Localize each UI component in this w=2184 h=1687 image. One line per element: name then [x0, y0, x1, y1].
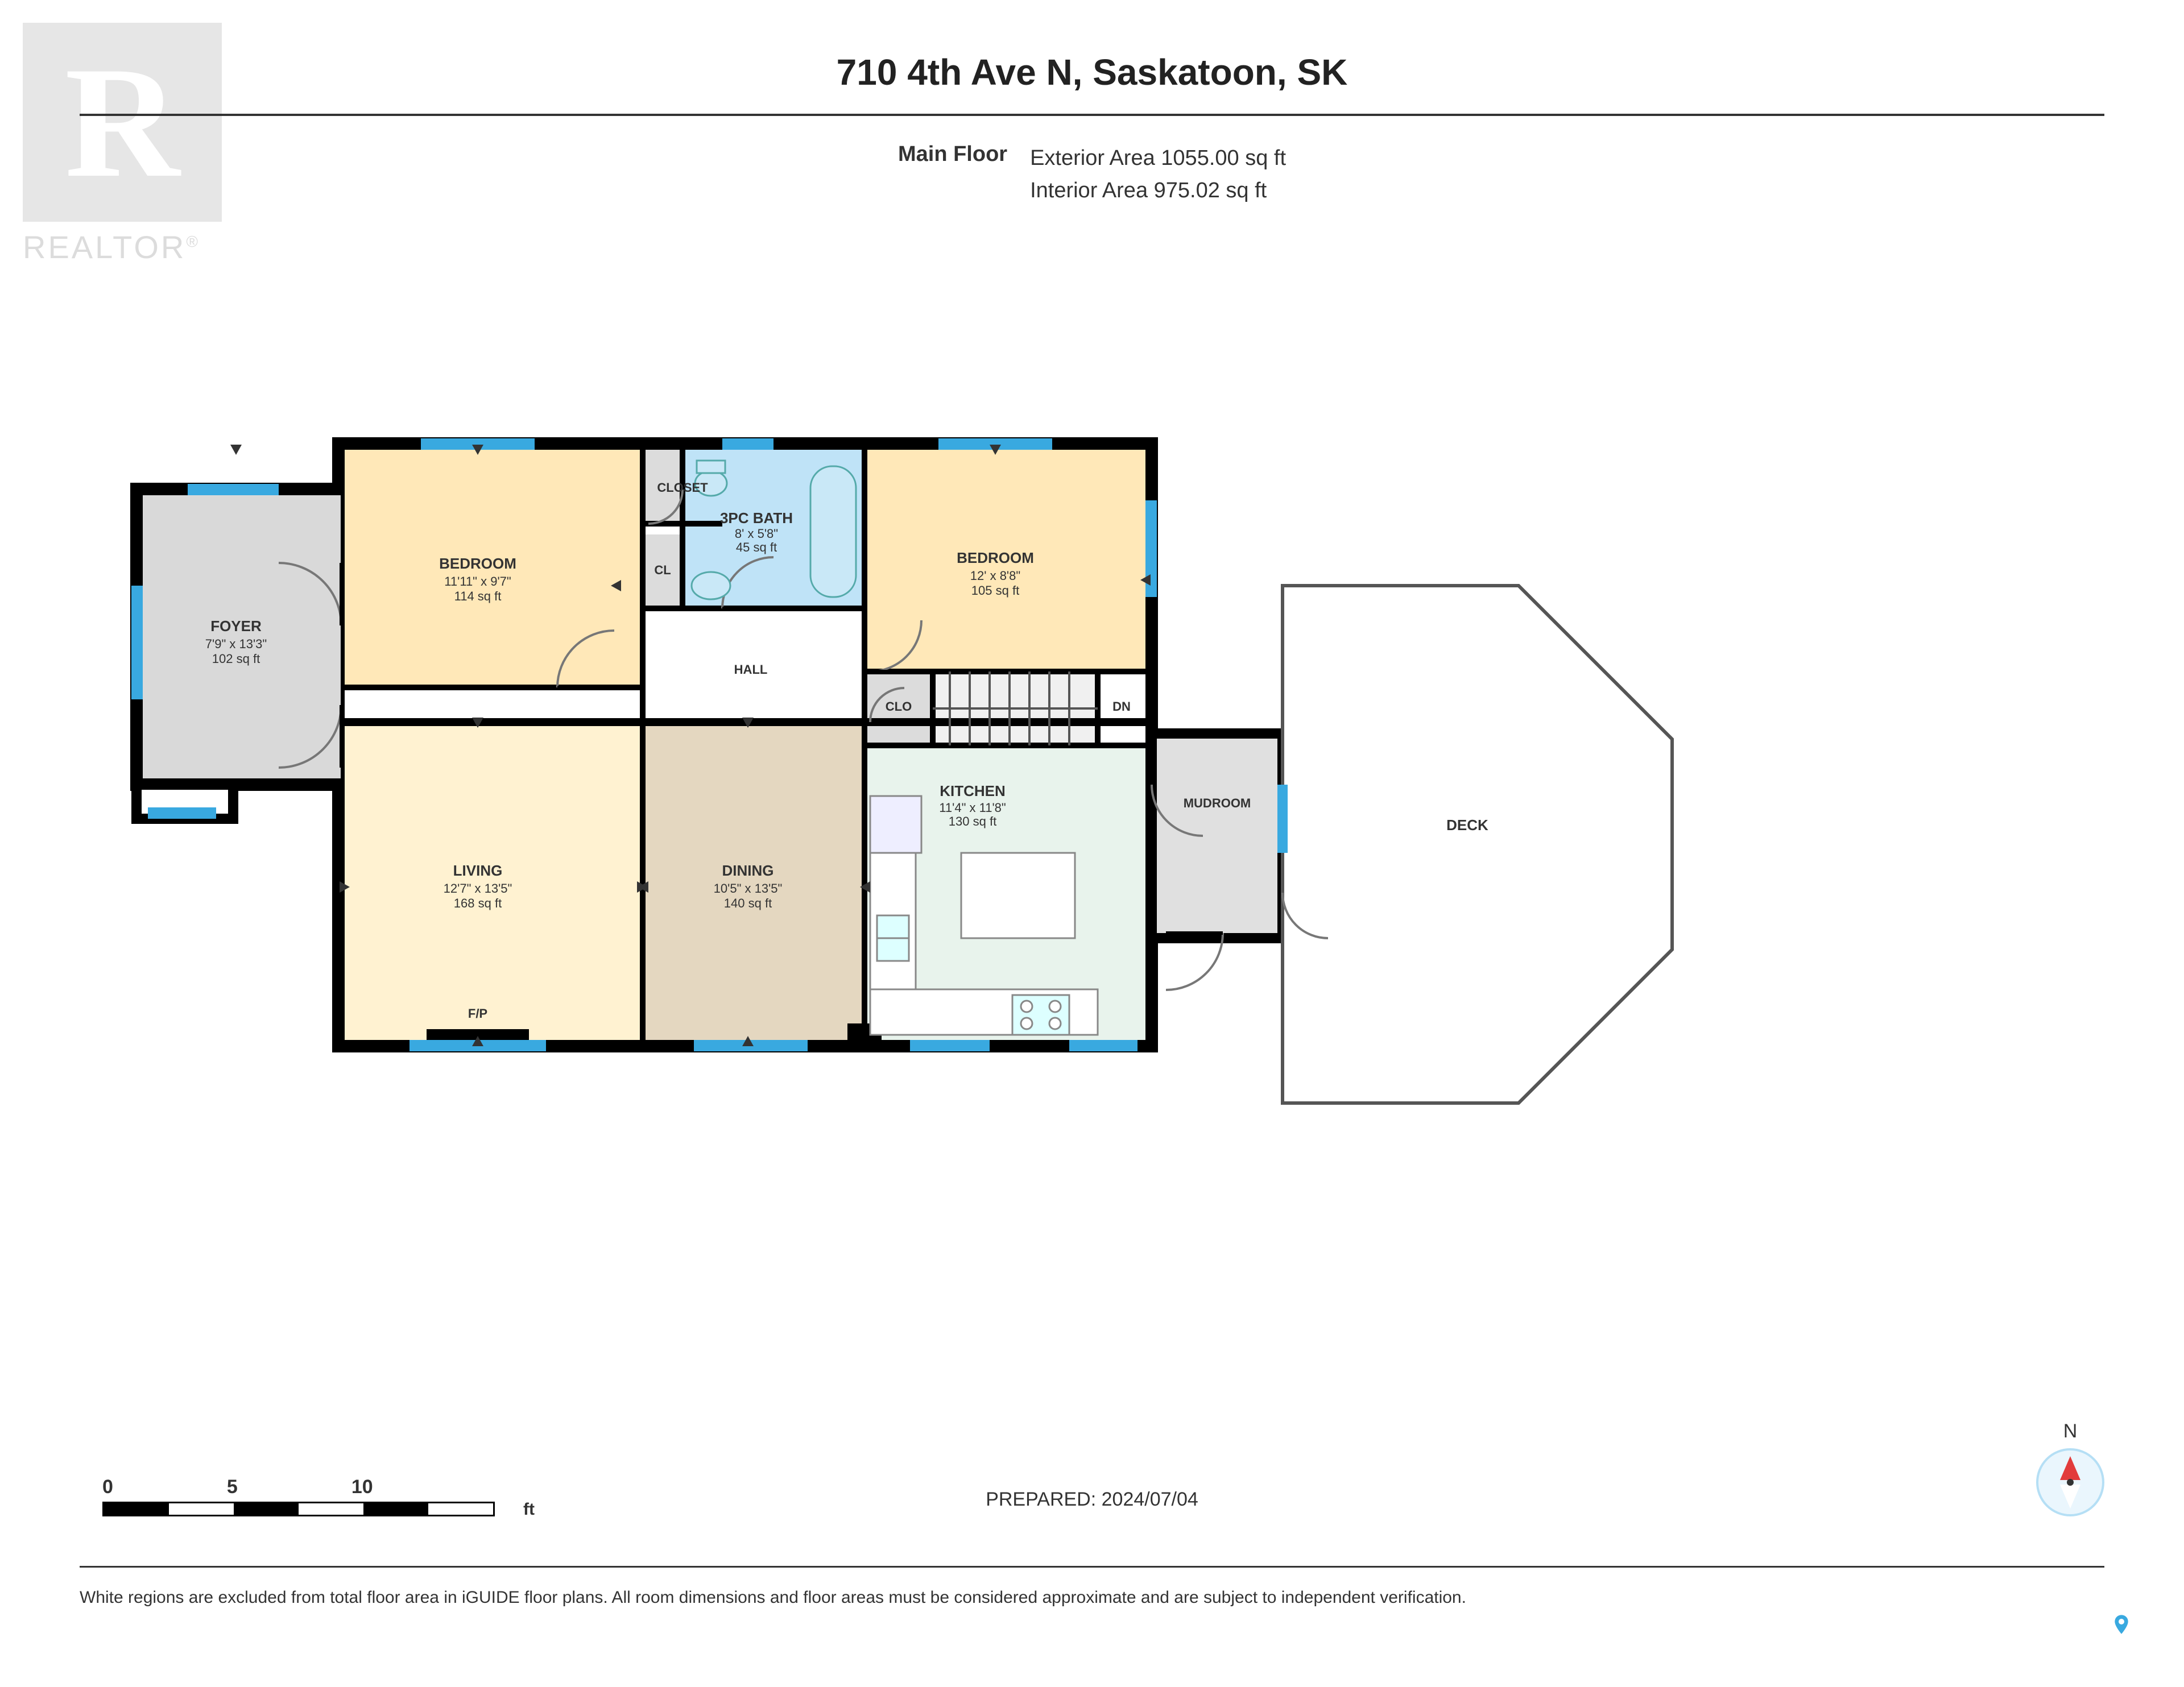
- svg-text:CLOSET: CLOSET: [657, 480, 708, 495]
- prepared-date: PREPARED: 2024/07/04: [0, 1489, 2184, 1511]
- compass-icon: [2036, 1448, 2104, 1516]
- compass: N: [2036, 1420, 2104, 1516]
- svg-text:DN: DN: [1112, 699, 1131, 714]
- compass-label: N: [2036, 1420, 2104, 1443]
- svg-text:KITCHEN11'4" x 11'8"130 sq ft: KITCHEN11'4" x 11'8"130 sq ft: [939, 782, 1006, 828]
- floor-info: Main Floor Exterior Area 1055.00 sq ft I…: [0, 142, 2184, 207]
- svg-text:MUDROOM: MUDROOM: [1184, 796, 1251, 810]
- footer-rule: [80, 1566, 2104, 1568]
- area-values: Exterior Area 1055.00 sq ft Interior Are…: [1030, 142, 1286, 207]
- page-title: 710 4th Ave N, Saskatoon, SK: [0, 51, 2184, 93]
- svg-text:F/P: F/P: [468, 1006, 487, 1021]
- logo-text: REALTOR®: [23, 229, 262, 266]
- exterior-area: Exterior Area 1055.00 sq ft: [1030, 142, 1286, 175]
- disclaimer: White regions are excluded from total fl…: [80, 1588, 2104, 1607]
- svg-text:FOYER7'9" x 13'3"102 sq ft: FOYER7'9" x 13'3"102 sq ft: [205, 617, 267, 666]
- title-rule: [80, 114, 2104, 116]
- deck-shape: [1283, 586, 1672, 1103]
- svg-text:CLO: CLO: [886, 699, 912, 714]
- svg-text:CL: CL: [654, 563, 671, 577]
- floor-label: Main Floor: [898, 142, 1007, 207]
- svg-text:DECK: DECK: [1446, 816, 1488, 834]
- map-pin-icon: [2110, 1613, 2133, 1636]
- interior-area: Interior Area 975.02 sq ft: [1030, 175, 1286, 207]
- floor-plan: FOYER7'9" x 13'3"102 sq ft BEDROOM11'11"…: [125, 421, 2070, 1137]
- room-mudroom: [1157, 739, 1277, 933]
- svg-text:HALL: HALL: [734, 662, 768, 677]
